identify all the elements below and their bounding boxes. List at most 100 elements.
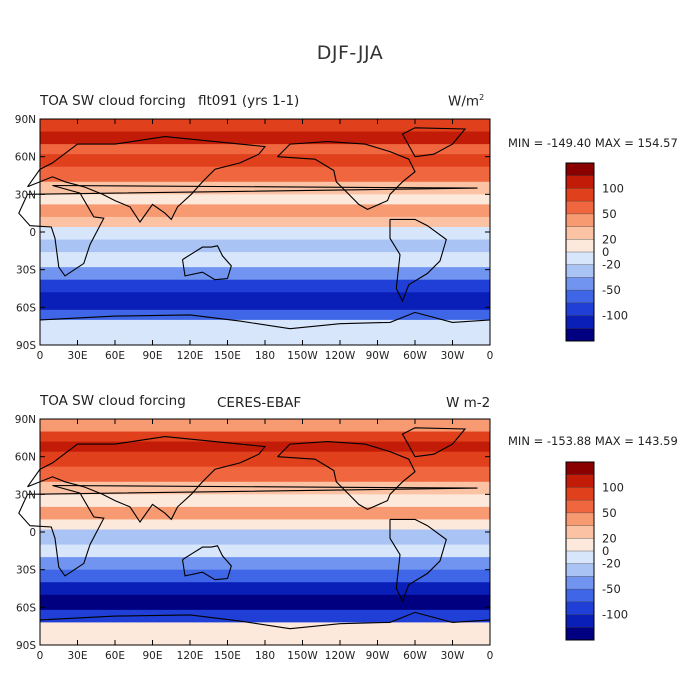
colorbar2-swatch — [566, 474, 594, 488]
panel2-lon-label: 150E — [214, 650, 241, 662]
panel1-contour-band — [40, 216, 490, 228]
panel2-lat-label: 60S — [16, 602, 36, 614]
panel2-contour-band — [40, 481, 490, 495]
panel2-coastline — [27, 436, 267, 523]
panel1-lat-label: 60S — [16, 302, 36, 314]
panel1-contour-band — [40, 204, 490, 218]
panel1-coastline — [39, 311, 491, 330]
panel2-min-max: MIN = -153.88 MAX = 143.59 — [508, 434, 678, 448]
panel1-lon-label: 30E — [68, 350, 88, 362]
colorbar2-swatch — [566, 551, 594, 565]
panel1-contour-band — [40, 279, 490, 293]
colorbar2-label: -50 — [602, 582, 621, 596]
panel1-contour-band — [40, 131, 490, 145]
panel1-lon-label: 150W — [287, 350, 318, 362]
colorbar1-label: -50 — [602, 283, 621, 297]
panel2-lon-label: 90W — [366, 650, 390, 662]
panel1-lon-label: 30W — [441, 350, 465, 362]
colorbar1-swatch — [566, 226, 594, 240]
panel2-contour-band — [40, 519, 490, 530]
panel1-contour-band — [40, 239, 490, 253]
panel1-contour-band — [40, 154, 490, 168]
colorbar1-swatch — [566, 277, 594, 291]
colorbar2-label: -100 — [602, 608, 628, 622]
colorbar2-label: 50 — [602, 506, 617, 520]
colorbar1-swatch — [566, 201, 594, 215]
panel2-lon-label: 60E — [105, 650, 125, 662]
colorbar2-label: 20 — [602, 531, 617, 545]
colorbar2-swatch — [566, 627, 594, 641]
colorbar1-label: 20 — [602, 232, 617, 246]
panel2-contour-band — [40, 506, 490, 520]
panel2-lon-label: 120E — [177, 650, 204, 662]
panel1-contour-band — [40, 166, 490, 183]
colorbar2-swatch — [566, 614, 594, 628]
panel2-lat-label: 30S — [16, 565, 36, 577]
panel2-lat-label: 90S — [16, 640, 36, 652]
panel1-lat-label: 60N — [15, 152, 36, 164]
colorbar2-frame — [565, 461, 595, 641]
panel2-case-label: CERES-EBAF — [217, 395, 302, 411]
panel2-coastline — [277, 441, 416, 511]
panel1-lon-label: 90W — [366, 350, 390, 362]
panel1-lon-label: 150E — [214, 350, 241, 362]
panel2-coastline — [181, 545, 232, 581]
panel1-lat-label: 0 — [29, 227, 36, 239]
colorbar1-frame — [565, 162, 595, 342]
panel2-variable-label: TOA SW cloud forcing — [40, 393, 186, 409]
panel1-lon-label: 90E — [143, 350, 163, 362]
panel1-contour-band — [40, 194, 490, 205]
panel1-coastline — [181, 245, 232, 281]
panel2-contour-band — [40, 451, 490, 468]
panel2-contour-band — [40, 609, 490, 623]
panel2-lon-label: 60W — [403, 650, 427, 662]
panel1-contour-band — [40, 181, 490, 195]
panel1-coastline — [27, 136, 267, 223]
panel2-lon-label: 90E — [143, 650, 163, 662]
panel1-case-label: flt091 (yrs 1-1) — [198, 93, 300, 109]
panel1-lon-label: 0 — [37, 350, 44, 362]
panel2-coastline — [39, 611, 491, 630]
panel1-contour-band — [40, 144, 490, 155]
panel2-coastline — [401, 427, 467, 458]
colorbar2-swatch — [566, 500, 594, 514]
panel1-coastline — [18, 184, 478, 277]
panel2-lat-label: 30N — [15, 489, 36, 501]
panel2-contour-band — [40, 582, 490, 596]
colorbar1-swatch — [566, 175, 594, 189]
panel1-contour-band — [40, 292, 490, 311]
panel2-contour-band — [40, 431, 490, 443]
panel1-coastline — [277, 141, 416, 211]
colorbar1-swatch — [566, 252, 594, 266]
panel1-units-label: W/m2 — [448, 93, 485, 110]
colorbar1-swatch — [566, 315, 594, 329]
colorbar1-label: -100 — [602, 309, 628, 323]
colorbar1-swatch — [566, 264, 594, 278]
panel2-lon-label: 30E — [68, 650, 88, 662]
colorbar2-label: 0 — [602, 544, 609, 558]
colorbar2-swatch — [566, 462, 594, 476]
colorbar2-swatch — [566, 538, 594, 552]
panel2-coastline — [389, 518, 447, 603]
figure-title: DJF-JJA — [316, 42, 384, 64]
colorbar1-label: 0 — [602, 245, 609, 259]
panel2-contour-band — [40, 569, 490, 583]
panel2-coastline — [18, 484, 478, 577]
panel2-contour-band — [40, 544, 490, 558]
panel2-lat-label: 0 — [29, 527, 36, 539]
panel1-contour-band — [40, 267, 490, 281]
panel2-contour-band — [40, 557, 490, 571]
panel1-coastline — [389, 218, 447, 303]
panel2-units-label: W m-2 — [446, 395, 491, 411]
panel2-lon-label: 0 — [487, 650, 494, 662]
colorbar2-label: 100 — [602, 480, 624, 494]
panel2-lon-label: 180 — [255, 650, 275, 662]
colorbar1-swatch — [566, 213, 594, 227]
colorbar1-label: -20 — [602, 258, 621, 272]
colorbar1-swatch — [566, 302, 594, 316]
panel2-lon-label: 30W — [441, 650, 465, 662]
panel1-lon-label: 0 — [487, 350, 494, 362]
colorbar2-swatch — [566, 576, 594, 590]
colorbar1-swatch — [566, 163, 594, 177]
